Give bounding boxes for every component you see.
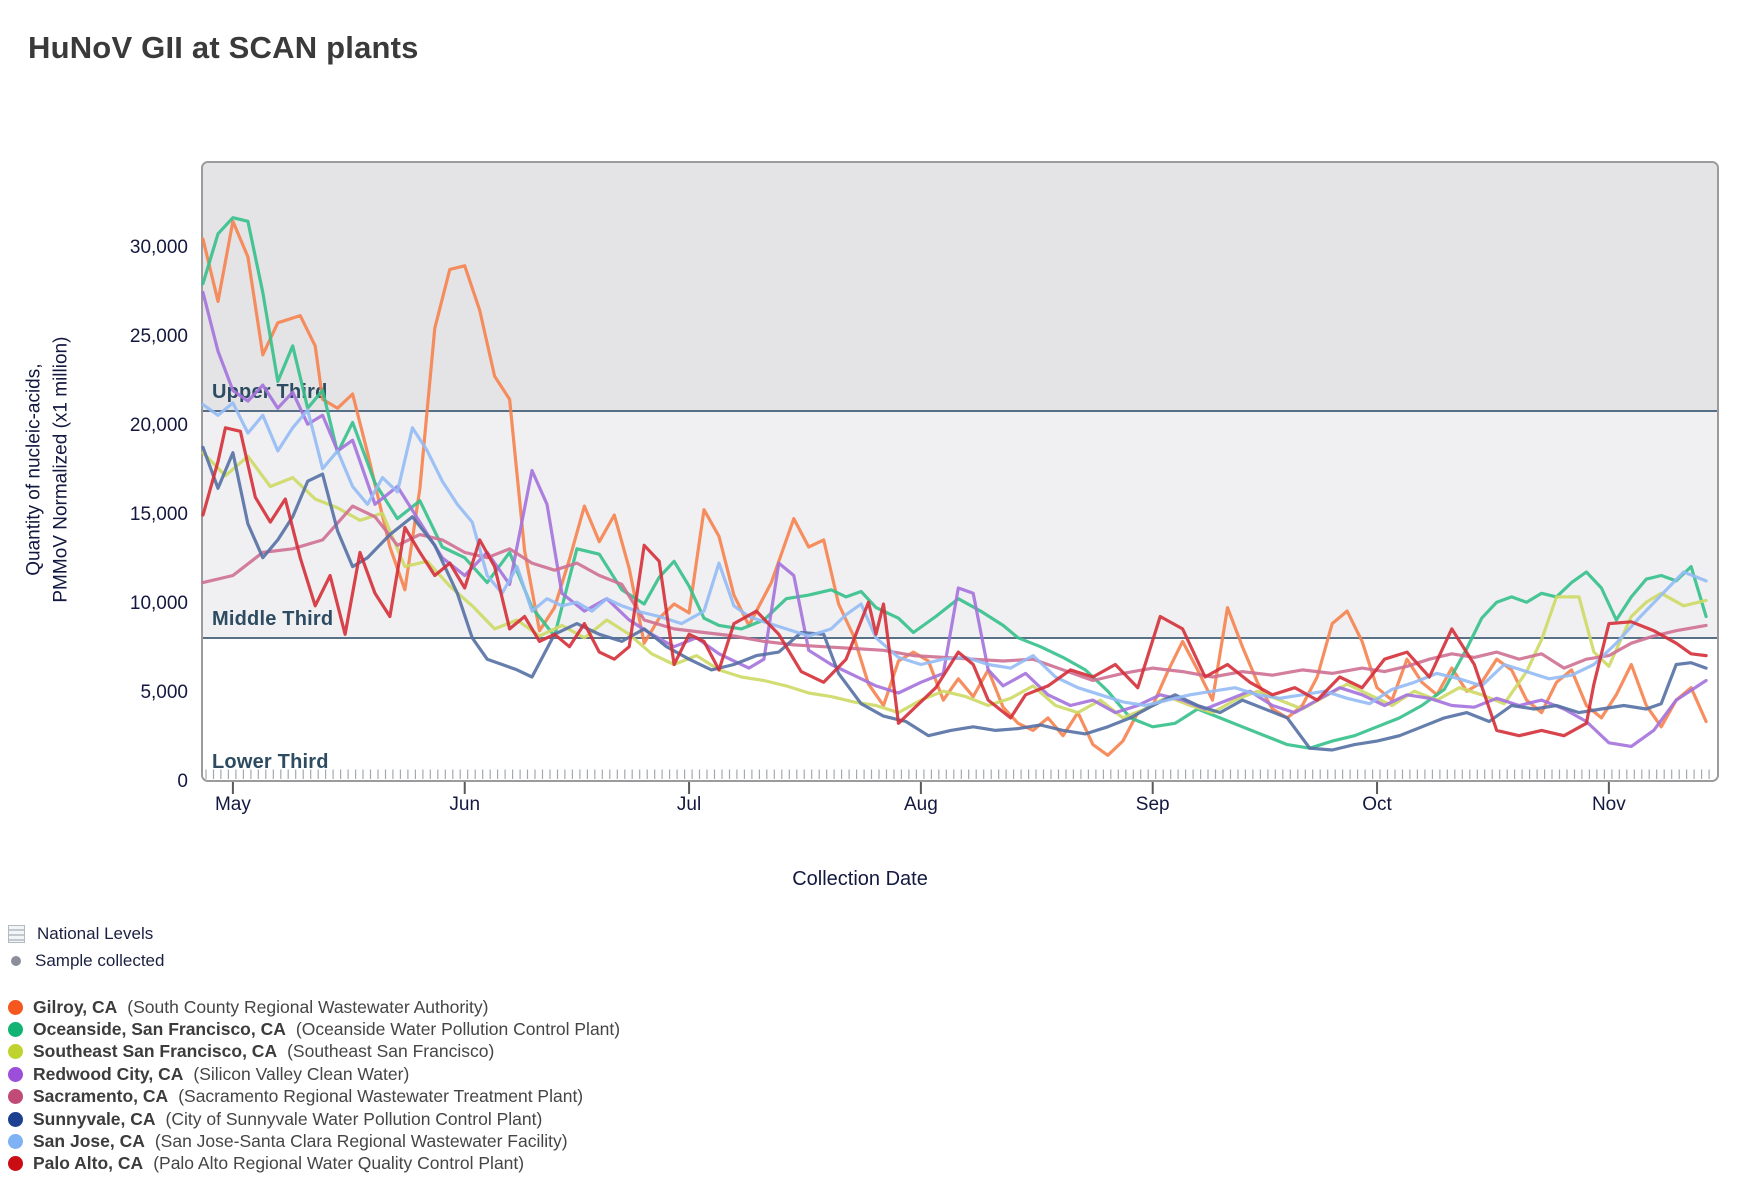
- plot-area: [201, 161, 1719, 782]
- legend-item-sunnyvale-ca[interactable]: Sunnyvale, CA (City of Sunnyvale Water Po…: [8, 1108, 542, 1130]
- legend-national-levels[interactable]: National Levels: [8, 924, 153, 944]
- legend-site-plant: (Southeast San Francisco): [287, 1041, 495, 1062]
- y-tick-label: 10,000: [129, 593, 188, 614]
- y-axis-title-line1: Quantity of nucleic-acids,: [23, 363, 45, 577]
- y-tick-label: 0: [177, 771, 188, 792]
- legend-site-name: Gilroy, CA: [33, 996, 118, 1017]
- legend-color-dot-icon: [8, 1133, 23, 1149]
- legend-site-plant: (Palo Alto Regional Water Quality Contro…: [153, 1153, 525, 1174]
- y-axis-title-line2: PMMoV Normalized (x1 million): [50, 336, 71, 604]
- national-band-lower-third: [203, 639, 1717, 780]
- legend-sample-collected-label: Sample collected: [35, 951, 165, 970]
- national-band-upper-third: [203, 163, 1717, 412]
- legend-item-oceanside-san-francisco-ca[interactable]: Oceanside, San Francisco, CA (Oceanside W…: [8, 1018, 620, 1040]
- y-tick-label: 25,000: [129, 326, 188, 347]
- national-band-middle-third: [203, 412, 1717, 639]
- legend-color-dot-icon: [8, 1111, 23, 1127]
- legend-site-plant: (Oceanside Water Pollution Control Plant…: [295, 1018, 621, 1039]
- x-tick-label-nov: Nov: [1591, 794, 1626, 815]
- x-tick-label-may: May: [214, 794, 251, 815]
- x-tick-label-oct: Oct: [1362, 794, 1392, 815]
- y-tick-label: 5,000: [140, 682, 188, 703]
- sample-collected-dot-icon: [11, 956, 21, 966]
- legend-site-plant: (Sacramento Regional Wastewater Treatmen…: [178, 1086, 584, 1107]
- legend-site-name: Sacramento, CA: [33, 1086, 169, 1107]
- y-tick-label: 20,000: [129, 415, 188, 436]
- legend-site-name: Sunnyvale, CA: [33, 1108, 156, 1129]
- chart-title: HuNoV GII at SCAN plants: [28, 30, 419, 65]
- y-tick-label: 15,000: [129, 504, 188, 525]
- legend-item-sacramento-ca[interactable]: Sacramento, CA (Sacramento Regional Waste…: [8, 1086, 583, 1108]
- x-tick-label-aug: Aug: [903, 794, 938, 815]
- legend-national-levels-label: National Levels: [37, 924, 154, 943]
- legend-item-gilroy-ca[interactable]: Gilroy, CA (South County Regional Wastewa…: [8, 996, 488, 1018]
- national-levels-icon: [8, 925, 25, 943]
- legend-color-dot-icon: [8, 1066, 23, 1082]
- legend-color-dot-icon: [8, 999, 23, 1015]
- legend-item-redwood-city-ca[interactable]: Redwood City, CA (Silicon Valley Clean Wa…: [8, 1063, 409, 1085]
- y-tick-label: 30,000: [129, 237, 188, 258]
- legend-site-name: San Jose, CA: [33, 1130, 145, 1151]
- legend-site-plant: (City of Sunnyvale Water Pollution Contr…: [165, 1108, 543, 1129]
- legend-site-name: Southeast San Francisco, CA: [33, 1041, 278, 1062]
- x-tick-label-sep: Sep: [1135, 794, 1170, 815]
- legend-site-name: Oceanside, San Francisco, CA: [33, 1018, 286, 1039]
- legend-site-plant: (Silicon Valley Clean Water): [193, 1063, 410, 1084]
- x-tick-label-jun: Jun: [449, 794, 481, 815]
- legend-color-dot-icon: [8, 1044, 23, 1060]
- legend-color-dot-icon: [8, 1089, 23, 1105]
- legend-item-palo-alto-ca[interactable]: Palo Alto, CA (Palo Alto Regional Water Q…: [8, 1153, 524, 1175]
- x-axis-title: Collection Date: [792, 868, 928, 890]
- legend-site-name: Palo Alto, CA: [33, 1153, 144, 1174]
- legend-item-san-jose-ca[interactable]: San Jose, CA (San Jose-Santa Clara Region…: [8, 1130, 568, 1152]
- x-tick-label-jul: Jul: [676, 794, 702, 815]
- legend-item-southeast-san-francisco-ca[interactable]: Southeast San Francisco, CA (Southeast Sa…: [8, 1041, 494, 1063]
- legend-site-plant: (San Jose-Santa Clara Regional Wastewate…: [154, 1130, 568, 1151]
- legend-site-plant: (South County Regional Wastewater Author…: [127, 996, 489, 1017]
- legend-color-dot-icon: [8, 1021, 23, 1037]
- legend-site-name: Redwood City, CA: [33, 1063, 184, 1084]
- legend-sample-collected[interactable]: Sample collected: [8, 951, 164, 971]
- legend-color-dot-icon: [8, 1156, 23, 1172]
